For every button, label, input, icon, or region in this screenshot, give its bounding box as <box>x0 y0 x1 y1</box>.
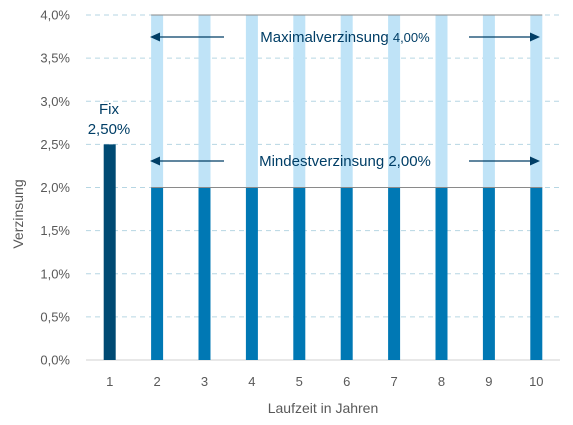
bar-fix <box>103 144 116 360</box>
bar-minimum <box>435 187 448 360</box>
y-tick-label: 4,0% <box>40 8 70 23</box>
bar-minimum <box>245 187 258 360</box>
bar-upside <box>151 15 164 188</box>
fix-value-label: 2,50% <box>88 121 131 138</box>
min-label: Mindestverzinsung 2,00% <box>259 153 431 170</box>
bar-minimum <box>151 187 164 360</box>
bar-minimum <box>340 187 353 360</box>
min-annotation: Mindestverzinsung 2,00% <box>150 153 540 170</box>
x-tick-label: 5 <box>296 374 303 389</box>
min-arrowhead-right <box>530 156 540 166</box>
y-tick-label: 0,5% <box>40 309 70 324</box>
bar-upside <box>198 15 211 188</box>
y-tick-label: 0,0% <box>40 353 70 368</box>
x-axis-title: Laufzeit in Jahren <box>268 400 379 416</box>
bar-upside <box>388 15 401 188</box>
x-tick-label: 8 <box>438 374 445 389</box>
bar-minimum <box>388 187 401 360</box>
reference-lines <box>151 14 543 188</box>
y-axis-title: Verzinsung <box>10 179 26 248</box>
x-axis-tick-labels: 1 2 3 4 5 6 7 8 9 10 <box>106 374 543 389</box>
x-tick-label: 9 <box>485 374 492 389</box>
y-axis-tick-labels: 0,0% 0,5% 1,0% 1,5% 2,0% 2,5% 3,0% 3,5% 4,0% <box>40 8 70 368</box>
bar-upside <box>245 15 258 188</box>
bar-upside <box>293 15 306 188</box>
min-arrowhead-left <box>150 156 160 166</box>
x-tick-label: 3 <box>201 374 208 389</box>
max-label: Maximalverzinsung 4,00% <box>260 29 430 46</box>
y-tick-label: 2,0% <box>40 180 70 195</box>
x-tick-label: 6 <box>343 374 350 389</box>
max-arrowhead-left <box>150 32 160 42</box>
max-label-value: 4,00% <box>393 30 430 45</box>
y-tick-label: 1,5% <box>40 223 70 238</box>
x-tick-label: 1 <box>106 374 113 389</box>
y-tick-label: 1,0% <box>40 266 70 281</box>
bar-upside <box>530 15 543 188</box>
y-tick-label: 3,0% <box>40 94 70 109</box>
y-tick-label: 3,5% <box>40 51 70 66</box>
bar-minimum <box>482 187 495 360</box>
bars <box>103 15 543 360</box>
x-tick-label: 2 <box>153 374 160 389</box>
max-arrowhead-right <box>530 32 540 42</box>
max-annotation: Maximalverzinsung 4,00% <box>150 29 540 46</box>
bar-upside <box>435 15 448 188</box>
bar-minimum <box>198 187 211 360</box>
bar-minimum <box>293 187 306 360</box>
x-tick-label: 7 <box>390 374 397 389</box>
bar-upside <box>340 15 353 188</box>
bar-minimum <box>530 187 543 360</box>
bar-upside <box>482 15 495 188</box>
fix-label: Fix <box>99 101 119 118</box>
y-tick-label: 2,5% <box>40 137 70 152</box>
x-tick-label: 10 <box>529 374 543 389</box>
max-label-main: Maximalverzinsung <box>260 29 388 46</box>
x-tick-label: 4 <box>248 374 255 389</box>
